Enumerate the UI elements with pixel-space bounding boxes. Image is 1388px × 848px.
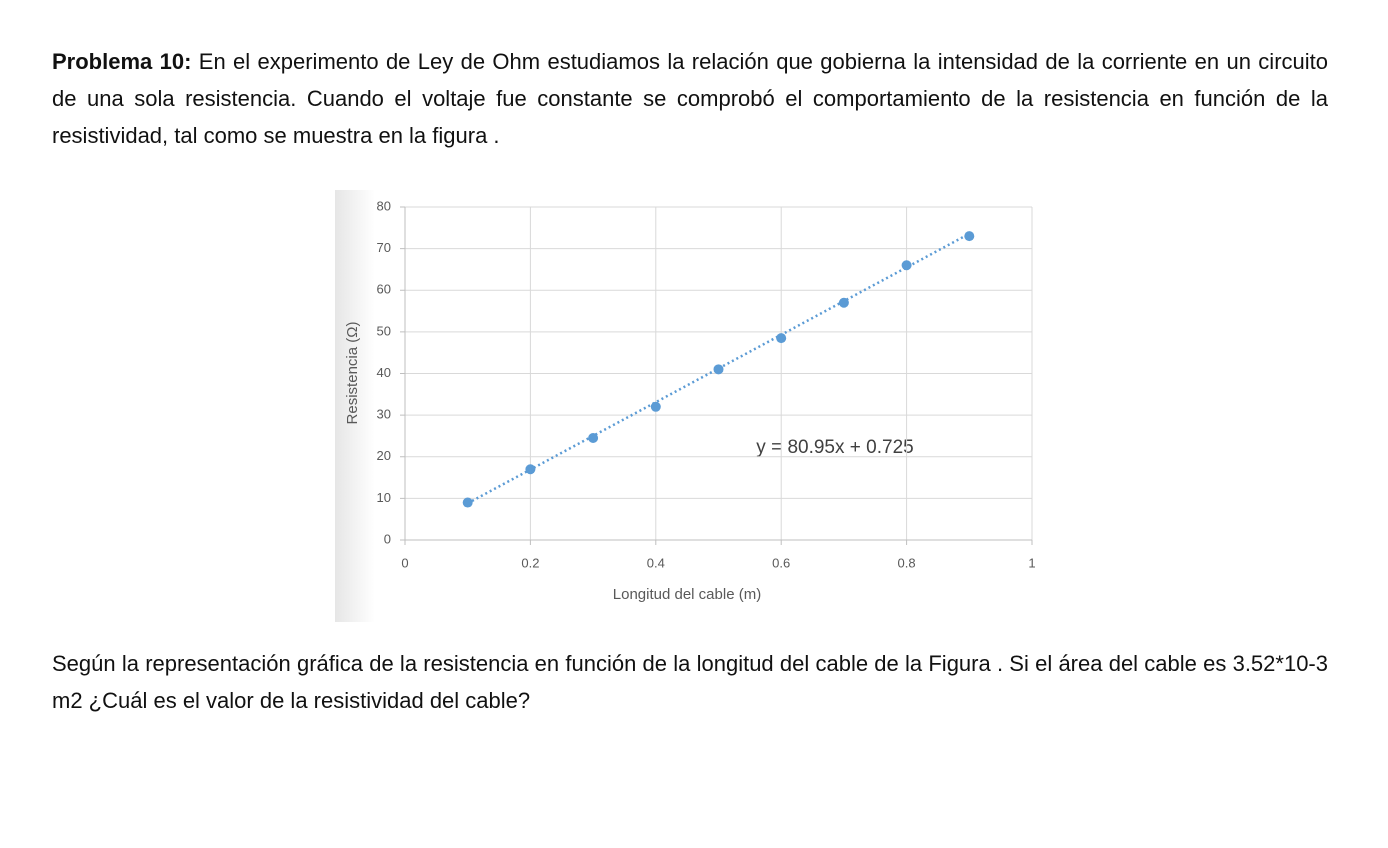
- data-point: [462, 497, 473, 508]
- y-tick-label: 80: [377, 198, 391, 213]
- data-point: [588, 433, 599, 444]
- y-axis-label: Resistencia (Ω): [344, 322, 361, 425]
- trendline-equation: y = 80.95x + 0.725: [756, 437, 913, 458]
- y-tick-label: 10: [377, 490, 391, 505]
- y-tick-label: 0: [384, 531, 391, 546]
- y-tick-label: 50: [377, 323, 391, 338]
- x-axis-label: Longitud del cable (m): [613, 586, 761, 603]
- x-tick-label: 0.8: [898, 555, 916, 570]
- data-point: [776, 333, 787, 344]
- y-tick-label: 40: [377, 365, 391, 380]
- problem-text: En el experimento de Ley de Ohm estudiam…: [52, 49, 1328, 148]
- y-tick-label: 60: [377, 282, 391, 297]
- problem-label: Problema 10:: [52, 49, 192, 74]
- y-tick-label: 30: [377, 407, 391, 422]
- x-tick-label: 1: [1028, 555, 1035, 570]
- data-point: [650, 401, 661, 412]
- x-tick-label: 0: [401, 555, 408, 570]
- problem-paragraph: Problema 10: En el experimento de Ley de…: [52, 43, 1328, 154]
- question: Según la representación gráfica de la re…: [52, 651, 1328, 713]
- image-shadow: [335, 190, 375, 622]
- x-tick-label: 0.4: [647, 555, 665, 570]
- x-tick-label: 0.6: [772, 555, 790, 570]
- y-tick-label: 20: [377, 448, 391, 463]
- data-point: [525, 464, 536, 475]
- y-tick-label: 70: [377, 240, 391, 255]
- data-point: [838, 297, 849, 308]
- data-point: [901, 260, 912, 271]
- data-point: [713, 364, 724, 375]
- chart: Longitud del cable (m) Resistencia (Ω) y…: [335, 190, 1035, 622]
- x-tick-label: 0.2: [521, 555, 539, 570]
- data-point: [964, 231, 975, 242]
